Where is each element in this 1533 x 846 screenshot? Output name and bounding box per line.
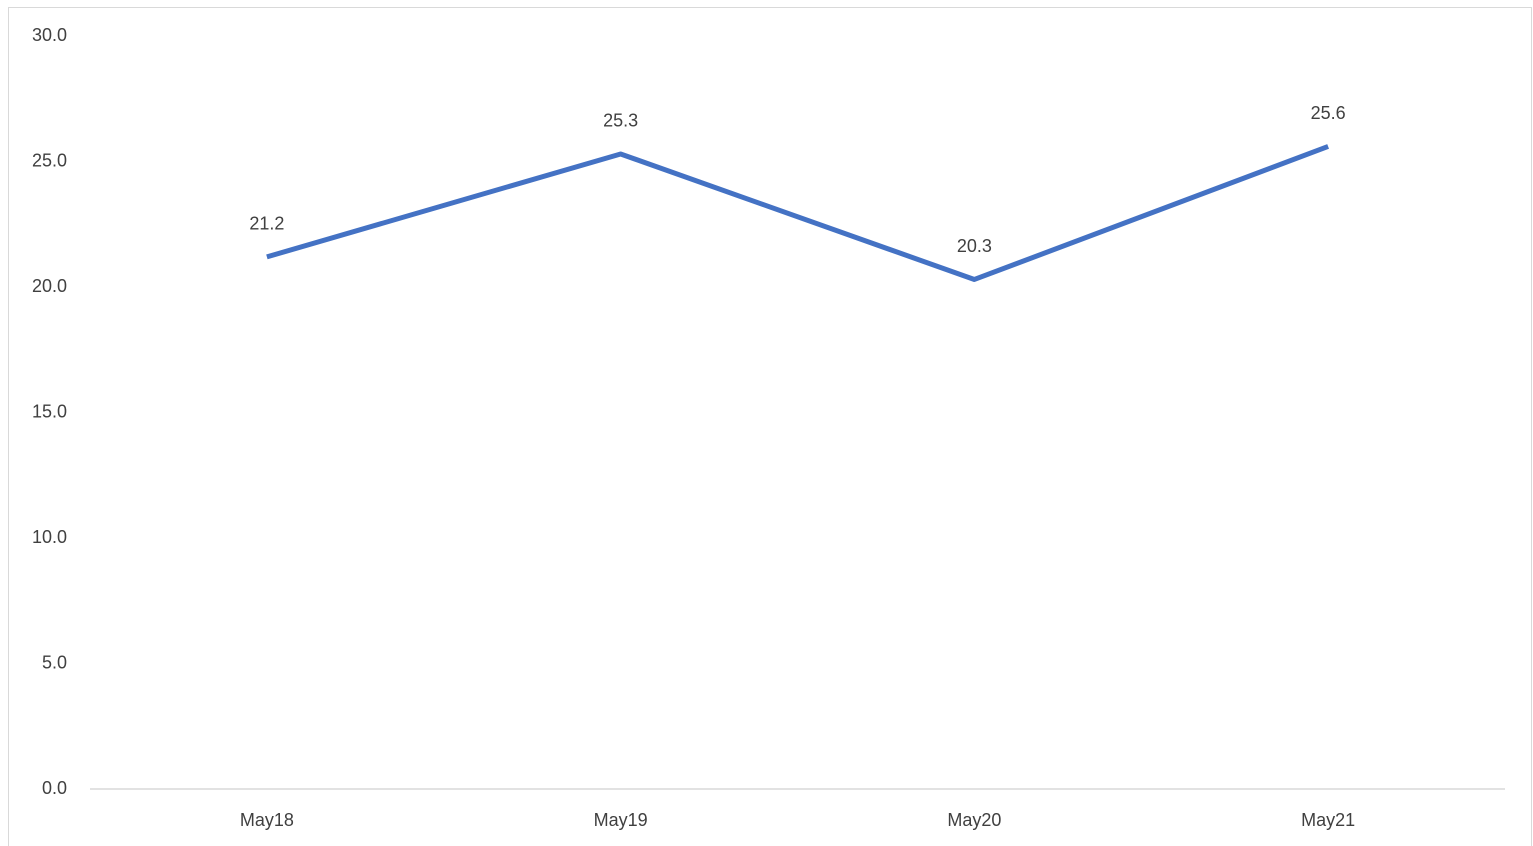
y-tick-label: 15.0 bbox=[32, 401, 67, 421]
y-tick-label: 30.0 bbox=[32, 25, 67, 45]
y-tick-label: 0.0 bbox=[42, 778, 67, 798]
x-tick-label: May18 bbox=[240, 810, 294, 830]
y-tick-label: 10.0 bbox=[32, 527, 67, 547]
y-tick-label: 25.0 bbox=[32, 150, 67, 170]
data-label: 21.2 bbox=[249, 214, 284, 234]
data-label: 25.3 bbox=[603, 111, 638, 131]
data-label: 20.3 bbox=[957, 236, 992, 256]
x-tick-label: May21 bbox=[1301, 810, 1355, 830]
chart-frame bbox=[8, 7, 1532, 846]
line-series bbox=[266, 144, 1330, 282]
y-tick-label: 20.0 bbox=[32, 276, 67, 296]
x-tick-label: May19 bbox=[594, 810, 648, 830]
data-label: 25.6 bbox=[1311, 103, 1346, 123]
y-tick-label: 5.0 bbox=[42, 652, 67, 672]
x-tick-label: May20 bbox=[947, 810, 1001, 830]
